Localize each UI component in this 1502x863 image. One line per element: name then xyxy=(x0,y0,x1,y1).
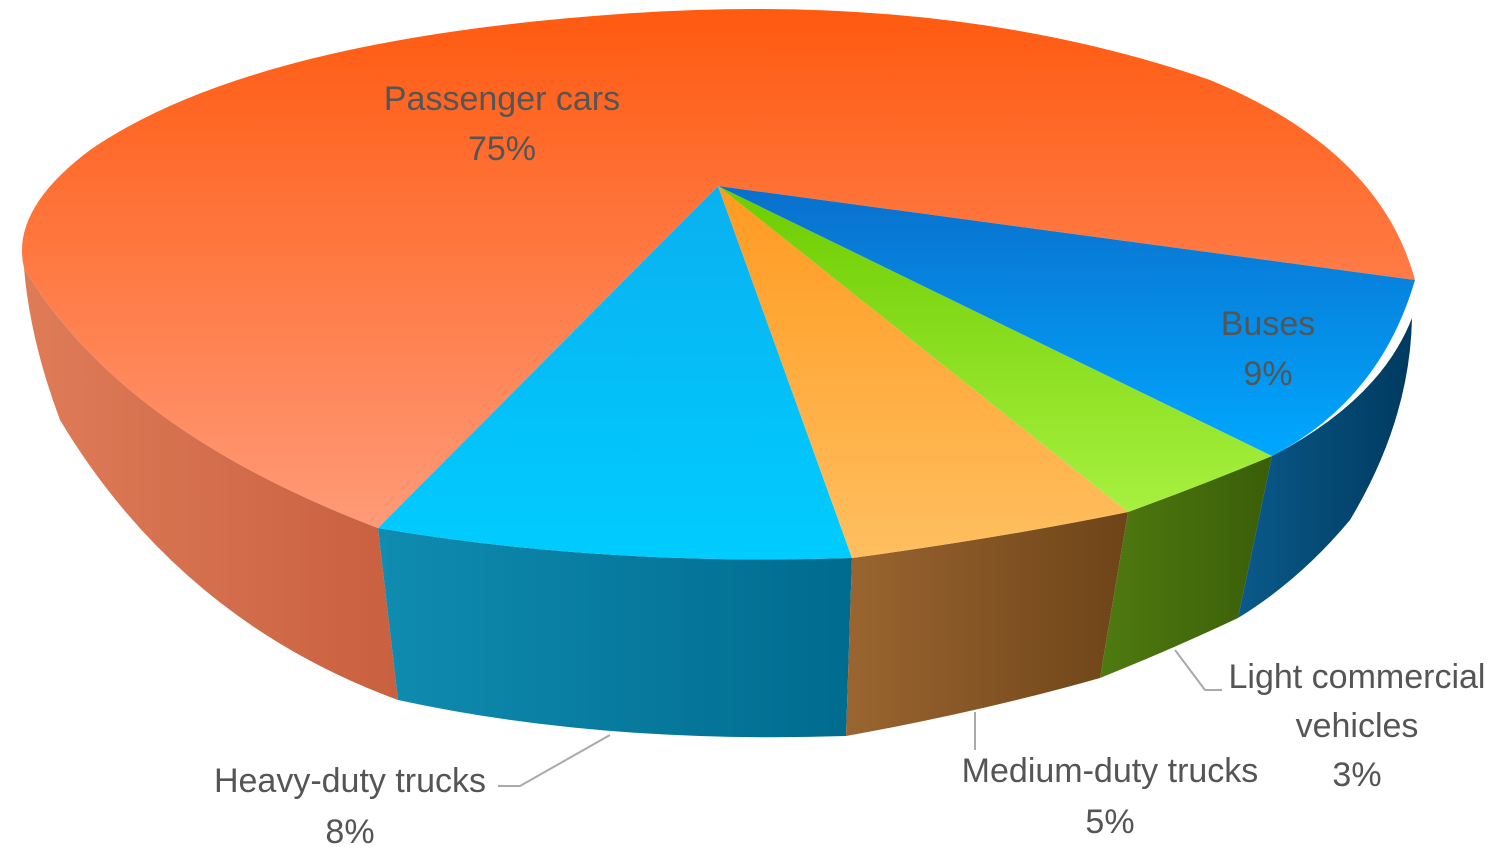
slice-side-buses xyxy=(1238,318,1412,618)
value-buses: 9% xyxy=(1243,355,1292,393)
label-light-commercial-vehicles-line-2: vehicles xyxy=(1296,707,1419,745)
value-heavy-duty-trucks: 8% xyxy=(325,813,374,851)
slice-side-medium-duty-trucks xyxy=(846,512,1128,736)
value-passenger-cars: 75% xyxy=(468,130,536,168)
label-medium-duty-trucks: Medium-duty trucks xyxy=(962,752,1259,790)
slice-side-passenger-cars xyxy=(24,268,398,700)
value-medium-duty-trucks: 5% xyxy=(1085,803,1134,841)
leader-line-heavy-duty-trucks xyxy=(498,734,611,787)
slice-light-commercial-vehicles xyxy=(718,186,1272,512)
slice-heavy-duty-trucks xyxy=(378,186,852,560)
label-buses: Buses xyxy=(1221,305,1316,343)
slice-medium-duty-trucks xyxy=(718,186,1128,558)
label-passenger-cars: Passenger cars xyxy=(384,80,620,118)
label-light-commercial-vehicles-line-1: Light commercial xyxy=(1229,658,1486,696)
slice-passenger-cars xyxy=(21,8,1415,528)
value-light-commercial-vehicles: 3% xyxy=(1332,756,1381,794)
slice-side-light-commercial-vehicles xyxy=(1100,456,1272,678)
label-heavy-duty-trucks: Heavy-duty trucks xyxy=(214,762,486,800)
leader-line-light-commercial-vehicles xyxy=(1174,649,1222,691)
slice-side-heavy-duty-trucks xyxy=(378,528,852,738)
slice-buses xyxy=(718,186,1415,456)
